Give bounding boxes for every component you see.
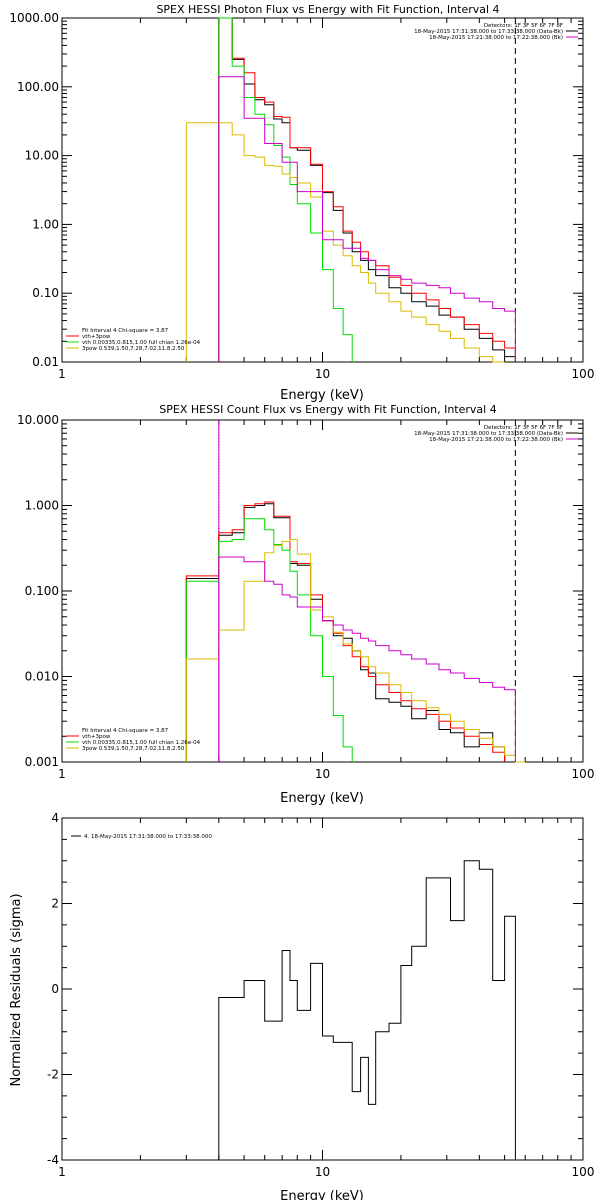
- x-tick-label: 10: [315, 1165, 330, 1179]
- y-tick-label: 0.100: [25, 584, 59, 598]
- x-axis-label: Energy (keV): [280, 388, 364, 403]
- x-tick-label: 100: [572, 367, 595, 381]
- series-line: [185, 122, 505, 363]
- series-line: [218, 860, 516, 1160]
- legend-text: 3pow 0.539,1.50,7.28,7.02,11.8,2.50: [82, 746, 185, 752]
- x-tick-label: 1: [58, 767, 66, 781]
- x-axis-label: Energy (keV): [280, 1189, 364, 1200]
- y-tick-label: 0.10: [32, 286, 59, 300]
- legend-text: Detectors: 1F 3F 5F 6F 7F 8F: [484, 23, 563, 29]
- legend-text: Detectors: 1F 3F 5F 6F 7F 8F: [484, 425, 563, 431]
- x-tick-label: 10: [315, 767, 330, 781]
- y-tick-label: -2: [47, 1068, 59, 1082]
- legend-text: Fit Interval 4 Chi-square = 3.87: [82, 328, 169, 334]
- x-tick-label: 10: [315, 367, 330, 381]
- legend-text: 3pow 0.539,1.50,7.28,7.02,11.8,2.50: [82, 346, 185, 352]
- y-tick-label: 10.000: [17, 413, 59, 427]
- x-tick-label: 100: [572, 767, 595, 781]
- photon-flux-panel: SPEX HESSI Photon Flux vs Energy with Fi…: [9, 3, 594, 403]
- legend-text: vth 0.00335,0.815,1.00 full chian 1.26e-…: [82, 340, 201, 346]
- legend-text: 18-May-2015 17:31:38.000 to 17:33:38.000…: [414, 29, 563, 35]
- x-tick-label: 1: [58, 1165, 66, 1179]
- y-axis-label: Normalized Residuals (sigma): [9, 893, 24, 1086]
- series-line: [218, 17, 516, 362]
- y-tick-label: 1000.00: [9, 11, 59, 25]
- y-tick-label: 0.01: [32, 355, 59, 369]
- x-tick-label: 100: [572, 1165, 595, 1179]
- legend-text: 4. 18-May-2015 17:31:38.000 to 17:33:38.…: [84, 834, 212, 840]
- panel-title: SPEX HESSI Photon Flux vs Energy with Fi…: [156, 3, 499, 16]
- y-tick-label: 0.001: [25, 755, 59, 769]
- count-flux-panel: SPEX HESSI Count Flux vs Energy with Fit…: [17, 403, 594, 806]
- y-tick-label: 2: [51, 897, 59, 911]
- series-line: [185, 539, 526, 763]
- series-line: [218, 556, 516, 762]
- x-tick-label: 1: [58, 367, 66, 381]
- y-tick-label: 1.000: [25, 499, 59, 513]
- x-axis-label: Energy (keV): [280, 791, 364, 806]
- y-tick-label: 1.00: [32, 217, 59, 231]
- legend-text: Fit Interval 4 Chi-square = 3.87: [82, 728, 169, 734]
- legend-text: 18-May-2015 17:21:38.000 to 17:22:38.000…: [429, 437, 563, 443]
- series-line: [185, 518, 353, 762]
- y-tick-label: 100.00: [17, 80, 59, 94]
- y-tick-label: 0: [51, 982, 59, 996]
- y-tick-label: 0.010: [25, 670, 59, 684]
- y-tick-label: 10.00: [25, 149, 59, 163]
- legend-text: vth+3pow: [82, 734, 111, 740]
- legend-text: vth+3pow: [82, 334, 111, 340]
- legend-text: vth 0.00335,0.815,1.00 full chian 1.26e-…: [82, 740, 201, 746]
- y-tick-label: 4: [51, 811, 59, 825]
- panel-title: SPEX HESSI Count Flux vs Energy with Fit…: [159, 403, 496, 416]
- legend-text: 18-May-2015 17:21:38.000 to 17:22:38.000…: [429, 35, 563, 41]
- y-tick-label: -4: [47, 1153, 59, 1167]
- legend-text: 18-May-2015 17:31:38.000 to 17:33:38.000…: [414, 431, 563, 437]
- series-line: [218, 76, 516, 362]
- residuals-panel: Energy (keV) Normalized Residuals (sigma…: [9, 811, 594, 1200]
